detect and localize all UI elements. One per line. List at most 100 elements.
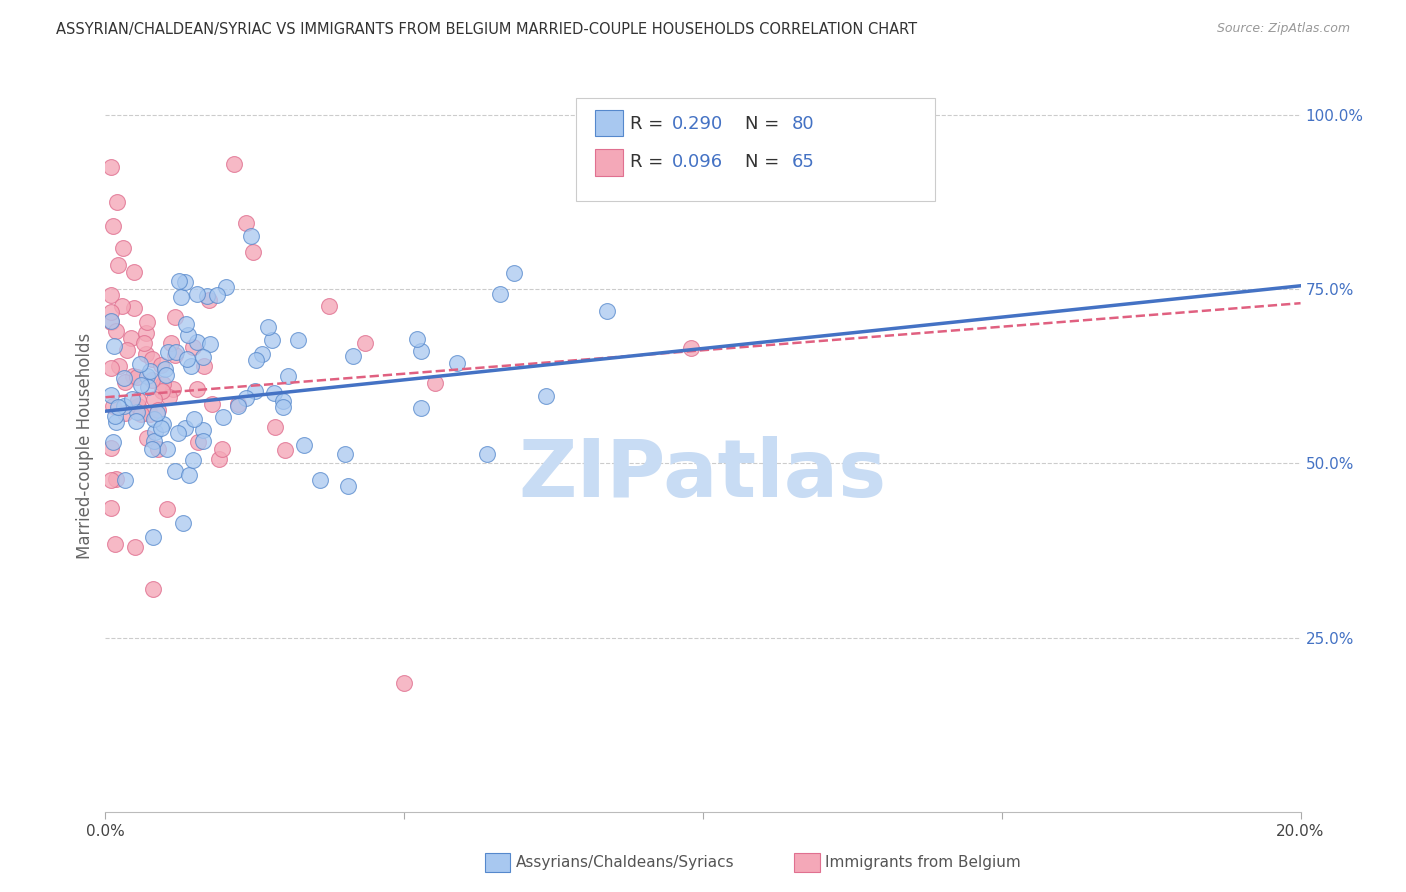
- Point: [222, 157, 245, 171]
- Point: [149, 420, 172, 434]
- Point: [186, 382, 208, 396]
- Point: [287, 334, 309, 348]
- Point: [274, 443, 297, 458]
- Point: [127, 369, 149, 384]
- Point: [179, 467, 201, 482]
- Point: [135, 346, 157, 360]
- Point: [122, 265, 145, 279]
- Point: [172, 516, 194, 530]
- Point: [107, 400, 129, 414]
- Point: [205, 288, 228, 302]
- Text: N =: N =: [745, 115, 779, 133]
- Text: 0.096: 0.096: [672, 153, 723, 171]
- Point: [163, 348, 186, 362]
- Point: [146, 403, 169, 417]
- Point: [143, 412, 166, 426]
- Point: [165, 345, 187, 359]
- Point: [257, 320, 280, 334]
- Point: [163, 310, 186, 325]
- Point: [115, 343, 138, 357]
- Point: [141, 442, 163, 456]
- Text: Immigrants from Belgium: Immigrants from Belgium: [825, 855, 1021, 870]
- Point: [354, 335, 377, 350]
- Point: [136, 431, 159, 445]
- Point: [135, 326, 157, 340]
- Point: [271, 393, 294, 408]
- Point: [243, 384, 266, 398]
- Point: [160, 335, 183, 350]
- Point: [186, 335, 208, 350]
- Point: [134, 336, 156, 351]
- Point: [191, 350, 214, 364]
- Point: [405, 332, 427, 346]
- Text: 65: 65: [792, 153, 814, 171]
- Point: [108, 359, 131, 374]
- Point: [105, 472, 128, 486]
- Point: [152, 417, 174, 431]
- Point: [129, 378, 152, 392]
- Point: [250, 347, 273, 361]
- Point: [141, 373, 163, 387]
- Point: [596, 303, 619, 318]
- Point: [136, 315, 159, 329]
- Point: [156, 502, 179, 516]
- Point: [124, 301, 146, 315]
- Point: [235, 216, 257, 230]
- Point: [446, 355, 468, 369]
- Point: [143, 434, 166, 449]
- Point: [103, 339, 125, 353]
- Point: [336, 479, 359, 493]
- Point: [215, 280, 238, 294]
- Point: [152, 377, 174, 392]
- Point: [142, 582, 165, 596]
- Point: [212, 410, 235, 425]
- Point: [181, 453, 204, 467]
- Point: [114, 375, 136, 389]
- Point: [100, 305, 122, 319]
- Point: [318, 299, 340, 313]
- Point: [197, 293, 219, 307]
- Point: [411, 401, 433, 416]
- Point: [128, 357, 150, 371]
- Point: [135, 369, 157, 384]
- Text: Assyrians/Chaldeans/Syriacs: Assyrians/Chaldeans/Syriacs: [516, 855, 734, 870]
- Point: [191, 423, 214, 437]
- Point: [104, 324, 127, 338]
- Point: [100, 500, 122, 515]
- Point: [181, 340, 204, 354]
- Point: [127, 392, 149, 407]
- Point: [173, 421, 195, 435]
- Point: [173, 275, 195, 289]
- Point: [170, 289, 193, 303]
- Point: [125, 404, 148, 418]
- Point: [146, 406, 169, 420]
- Point: [104, 409, 127, 424]
- Point: [121, 392, 143, 406]
- Point: [114, 473, 136, 487]
- Point: [183, 412, 205, 426]
- Point: [100, 314, 122, 328]
- Point: [409, 343, 432, 358]
- Text: Source: ZipAtlas.com: Source: ZipAtlas.com: [1216, 22, 1350, 36]
- Text: 80: 80: [792, 115, 814, 133]
- Point: [262, 333, 284, 347]
- Point: [112, 242, 135, 256]
- Point: [245, 353, 267, 368]
- Point: [226, 397, 249, 411]
- Point: [187, 434, 209, 449]
- Point: [242, 245, 264, 260]
- Point: [112, 399, 135, 413]
- Point: [100, 388, 122, 402]
- Point: [100, 288, 122, 302]
- Point: [100, 473, 122, 487]
- Point: [277, 369, 299, 384]
- Point: [157, 345, 180, 359]
- Point: [112, 370, 135, 384]
- Point: [308, 473, 330, 487]
- Point: [475, 447, 498, 461]
- Point: [141, 351, 163, 366]
- Point: [107, 258, 129, 272]
- Point: [423, 376, 446, 390]
- Text: ASSYRIAN/CHALDEAN/SYRIAC VS IMMIGRANTS FROM BELGIUM MARRIED-COUPLE HOUSEHOLDS CO: ASSYRIAN/CHALDEAN/SYRIAC VS IMMIGRANTS F…: [56, 22, 917, 37]
- Point: [143, 392, 166, 407]
